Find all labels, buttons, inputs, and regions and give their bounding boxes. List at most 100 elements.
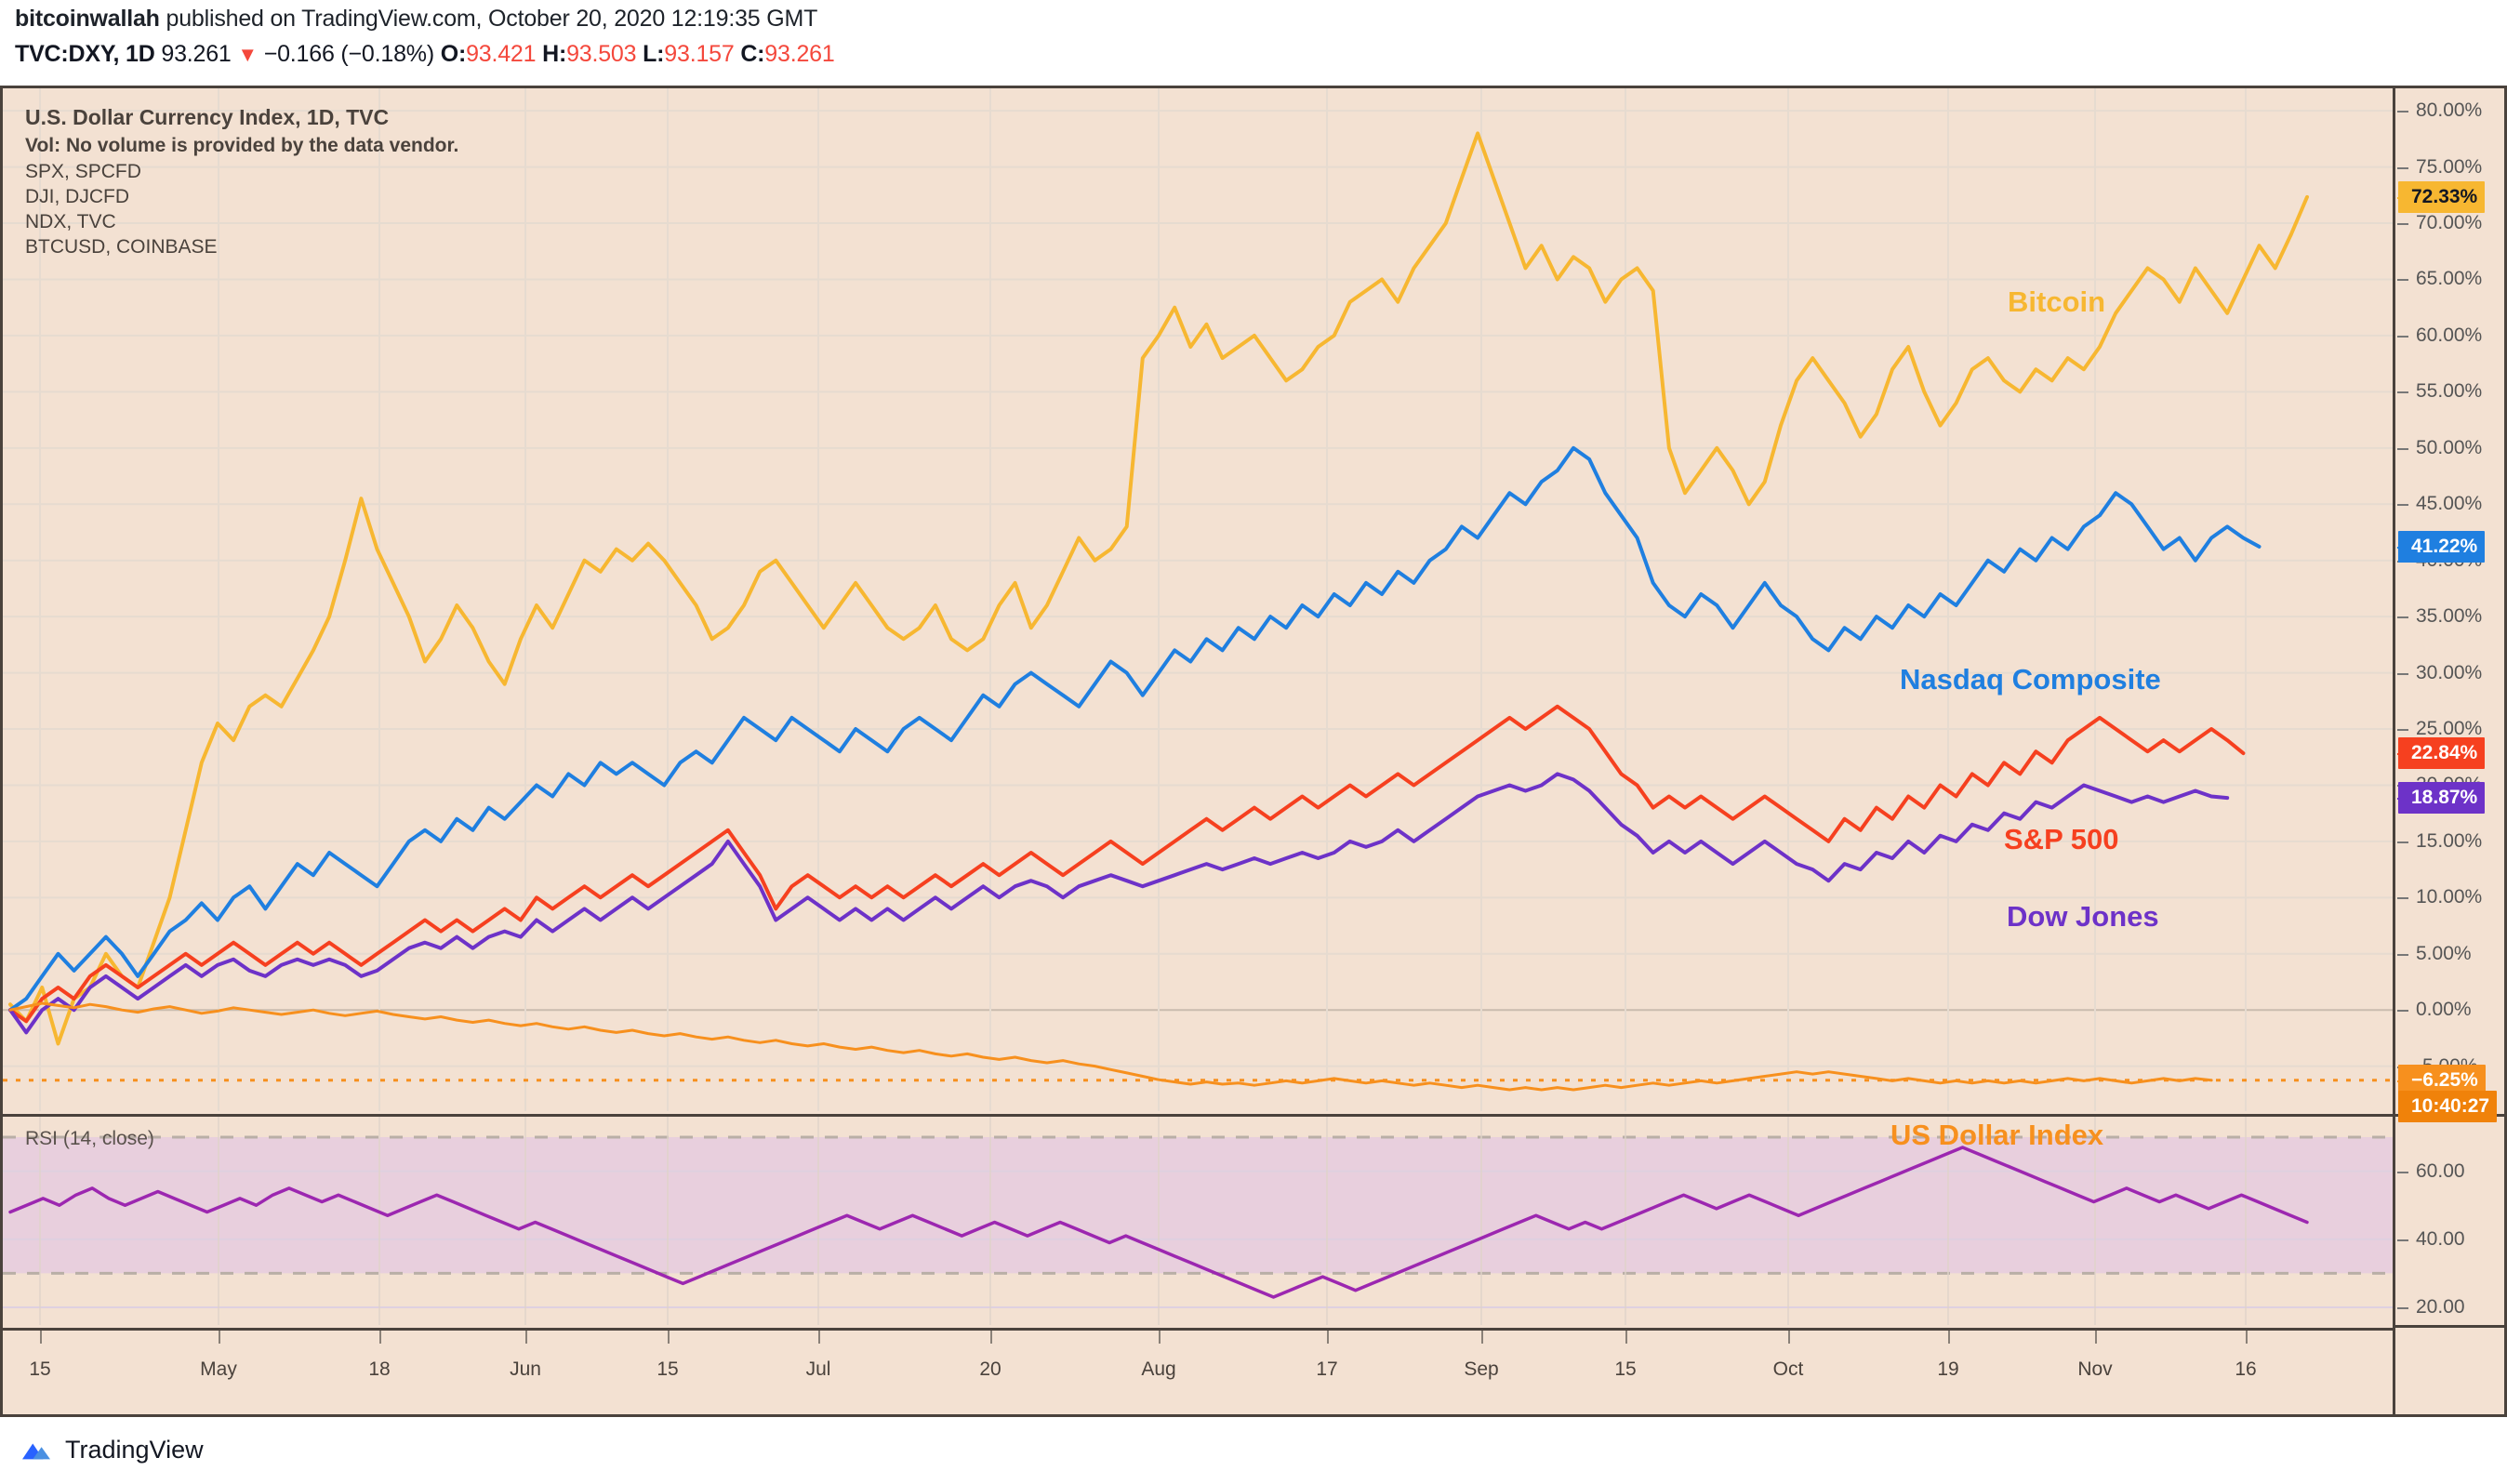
price-axis-tick [2397,897,2408,900]
dow-price-badge[interactable]: 18.87% [2398,782,2486,815]
time-axis-tick [1159,1331,1161,1344]
time-axis-label: 20 [979,1358,1001,1380]
price-axis-tick [2397,111,2408,113]
price-axis-tick [2397,1010,2408,1013]
chart-frame: U.S. Dollar Currency Index, 1D, TVC Vol:… [0,86,2507,1417]
time-axis-label: Jun [510,1358,541,1380]
price-axis-tick [2397,223,2408,226]
ticker-symbol[interactable]: TVC:DXY, 1D [15,41,155,67]
time-axis-label: Jul [805,1358,831,1380]
main-price-pane[interactable]: U.S. Dollar Currency Index, 1D, TVC Vol:… [3,88,2393,1111]
legend-volume-note: Vol: No volume is provided by the data v… [25,135,459,156]
time-axis-label: 19 [1937,1358,1959,1380]
publication-line: bitcoinwallah published on TradingView.c… [15,6,817,33]
price-axis-tick [2397,447,2408,450]
price-axis-tick [2397,841,2408,843]
price-axis-label: 15.00% [2416,829,2483,852]
tradingview-branding[interactable]: TradingView [20,1436,204,1464]
time-axis-tick [1948,1331,1950,1344]
price-axis-tick [2397,391,2408,394]
price-axis-label: 5.00% [2416,942,2472,964]
time-axis-label: 17 [1316,1358,1338,1380]
rsi-axis-tick [2397,1171,2408,1173]
high-value: 93.503 [566,41,637,67]
rsi-axis-label: 60.00 [2416,1159,2465,1182]
price-axis-tick [2397,672,2408,675]
time-axis-label: 15 [29,1358,51,1380]
time-axis-tick [1481,1331,1483,1344]
usd-series-label: US Dollar Index [1890,1119,2104,1151]
usd-price-badge[interactable]: −6.25% [2398,1064,2486,1096]
bitcoin-price-badge[interactable]: 72.33% [2398,180,2486,213]
time-axis-label: Nov [2077,1358,2113,1380]
time-axis-tick [668,1331,670,1344]
down-triangle-icon: ▼ [237,43,258,66]
time-axis-label: Aug [1141,1358,1176,1380]
nasdaq-price-badge[interactable]: 41.22% [2398,530,2486,563]
ticker-quote-line: TVC:DXY, 1D 93.261 ▼ −0.166 (−0.18%) O:9… [15,41,835,68]
time-axis-label: 15 [1614,1358,1637,1380]
legend-title: U.S. Dollar Currency Index, 1D, TVC [25,105,390,129]
time-axis-label: 18 [368,1358,391,1380]
low-label: L: [643,41,665,67]
price-axis-label: 75.00% [2416,155,2483,178]
low-value: 93.157 [664,41,735,67]
price-axis-tick [2397,504,2408,507]
legend-symbol-1: DJI, DJCFD [25,186,129,207]
ticker-change: −0.166 (−0.18%) [263,41,434,67]
time-axis-tick [990,1331,992,1344]
price-axis-tick [2397,753,2408,756]
legend-symbol-3: BTCUSD, COINBASE [25,236,218,258]
nasdaq-series-label: Nasdaq Composite [1900,663,2161,696]
price-axis-label: 50.00% [2416,436,2483,458]
price-axis[interactable]: 80.00% 75.00% 70.00% 65.00% 60.00% 55.00% 50.0… [2393,88,2507,1414]
footer: TradingView [0,1424,2507,1484]
rsi-axis-tick [2397,1239,2408,1241]
time-axis-tick [219,1331,220,1344]
rsi-axis-label: 20.00 [2416,1296,2465,1318]
rsi-pane[interactable]: RSI (14, close) [3,1114,2393,1325]
main-pane-legend: U.S. Dollar Currency Index, 1D, TVC Vol:… [25,105,458,261]
sp500-price-badge[interactable]: 22.84% [2398,737,2486,770]
price-axis-tick [2397,798,2408,801]
price-axis-label: 10.00% [2416,886,2483,908]
time-axis-tick [2246,1331,2248,1344]
price-axis-label: 65.00% [2416,268,2483,290]
open-label: O: [440,41,467,67]
open-value: 93.421 [466,41,537,67]
bitcoin-series-label: Bitcoin [2008,285,2106,318]
price-axis-label: 55.00% [2416,380,2483,403]
time-axis-tick [1625,1331,1627,1344]
high-label: H: [542,41,567,67]
price-axis-tick [2397,279,2408,282]
sp500-series-label: S&P 500 [2004,823,2119,855]
rsi-axis-label: 40.00 [2416,1227,2465,1250]
price-axis-label: 70.00% [2416,212,2483,234]
main-plot-svg [3,88,2393,1111]
close-label: C: [740,41,765,67]
time-axis-tick [1788,1331,1790,1344]
publication-info: published on TradingView.com, October 20… [166,6,818,32]
time-axis-label: 15 [657,1358,679,1380]
price-axis-label: 35.00% [2416,605,2483,628]
time-axis-label: Sep [1464,1358,1499,1380]
price-axis-label: 45.00% [2416,493,2483,515]
rsi-legend-title: RSI (14, close) [25,1128,154,1149]
price-axis-tick [2397,335,2408,338]
price-axis-label: 0.00% [2416,999,2472,1021]
rsi-plot-svg [3,1117,2393,1325]
time-axis-tick [818,1331,820,1344]
price-axis-tick [2397,1080,2408,1082]
time-axis[interactable]: 15 May 18 Jun 15 Jul 20 Aug 17 Sep 15 Oct 19 Nov 16 [3,1328,2393,1414]
close-value: 93.261 [764,41,835,67]
time-axis-tick [379,1331,381,1344]
clock-badge[interactable]: 10:40:27 [2398,1091,2498,1123]
price-axis-tick [2397,546,2408,549]
price-axis-tick [2397,616,2408,619]
author-name: bitcoinwallah [15,6,160,32]
price-axis-tick [2397,166,2408,169]
time-axis-label: May [200,1358,237,1380]
price-axis-tick [2397,953,2408,956]
price-axis-label: 80.00% [2416,99,2483,122]
